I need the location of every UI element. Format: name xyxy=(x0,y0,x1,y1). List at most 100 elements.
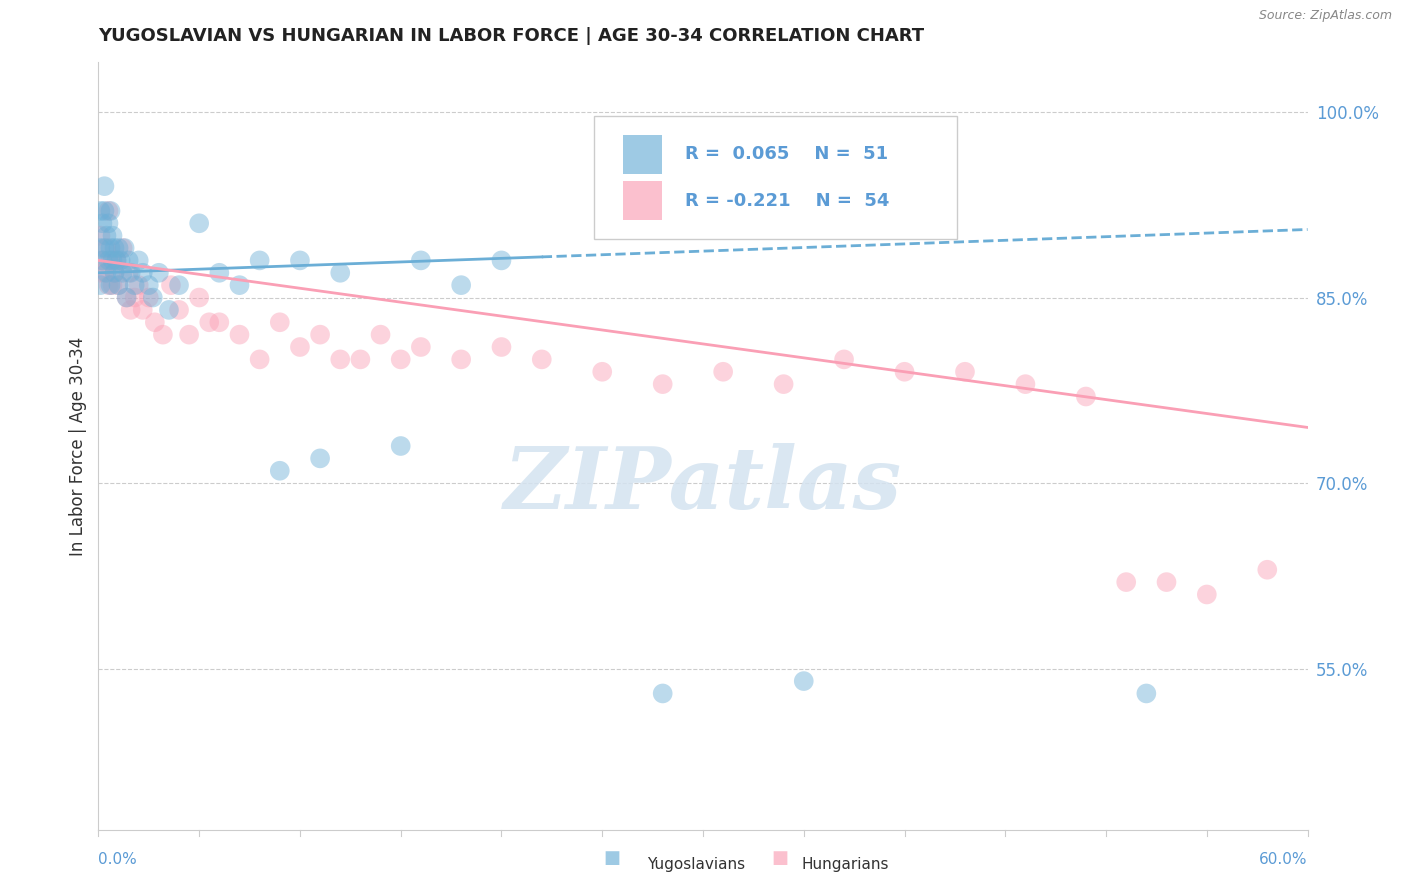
Text: Yugoslavians: Yugoslavians xyxy=(647,857,745,872)
Point xyxy=(89,228,111,243)
Point xyxy=(124,278,146,293)
Text: 0.0%: 0.0% xyxy=(98,852,138,867)
Point xyxy=(89,278,111,293)
Text: ■: ■ xyxy=(603,849,620,867)
Point xyxy=(111,241,134,255)
Point xyxy=(107,278,129,293)
Point xyxy=(107,241,129,255)
Point xyxy=(142,291,165,305)
Point xyxy=(208,315,231,329)
Point xyxy=(115,291,138,305)
Point xyxy=(143,315,166,329)
Point xyxy=(1156,575,1178,590)
Point xyxy=(100,241,122,255)
Point xyxy=(103,241,125,255)
Point xyxy=(120,266,142,280)
Point xyxy=(101,228,124,243)
Point xyxy=(96,266,118,280)
Point xyxy=(105,253,128,268)
Point xyxy=(491,253,513,268)
FancyBboxPatch shape xyxy=(623,180,662,220)
Point xyxy=(198,315,221,329)
Point xyxy=(132,266,155,280)
Point xyxy=(89,203,111,218)
Text: Source: ZipAtlas.com: Source: ZipAtlas.com xyxy=(1258,9,1392,22)
Point xyxy=(97,203,120,218)
FancyBboxPatch shape xyxy=(595,116,957,239)
Point xyxy=(114,241,136,255)
Point xyxy=(711,365,734,379)
Point xyxy=(228,327,250,342)
Point xyxy=(97,216,120,230)
Point xyxy=(591,365,613,379)
Point xyxy=(93,266,115,280)
Point xyxy=(329,352,352,367)
Point xyxy=(89,266,111,280)
Point xyxy=(450,278,472,293)
Point xyxy=(103,266,125,280)
Point xyxy=(1256,563,1278,577)
Point xyxy=(97,253,120,268)
Point xyxy=(309,327,332,342)
Text: ZIPatlas: ZIPatlas xyxy=(503,442,903,526)
Point xyxy=(128,278,150,293)
Point xyxy=(530,352,553,367)
Point xyxy=(160,278,183,293)
Point xyxy=(208,266,231,280)
Point xyxy=(269,315,291,329)
Point xyxy=(128,253,150,268)
Point xyxy=(370,327,392,342)
FancyBboxPatch shape xyxy=(623,135,662,175)
Point xyxy=(124,291,146,305)
Point xyxy=(100,203,122,218)
Point xyxy=(409,340,432,354)
Point xyxy=(288,340,311,354)
Point xyxy=(138,291,160,305)
Point xyxy=(115,291,138,305)
Point xyxy=(96,228,118,243)
Point xyxy=(91,253,114,268)
Point xyxy=(93,203,115,218)
Point xyxy=(349,352,371,367)
Point xyxy=(1074,390,1097,404)
Point xyxy=(93,241,115,255)
Point xyxy=(97,278,120,293)
Text: 60.0%: 60.0% xyxy=(1260,852,1308,867)
Point xyxy=(832,352,855,367)
Point xyxy=(91,253,114,268)
Point xyxy=(118,266,141,280)
Point xyxy=(651,686,673,700)
Text: R =  0.065    N =  51: R = 0.065 N = 51 xyxy=(685,145,889,163)
Point xyxy=(111,266,134,280)
Point xyxy=(100,253,122,268)
Point xyxy=(132,302,155,317)
Text: YUGOSLAVIAN VS HUNGARIAN IN LABOR FORCE | AGE 30-34 CORRELATION CHART: YUGOSLAVIAN VS HUNGARIAN IN LABOR FORCE … xyxy=(98,27,925,45)
Point xyxy=(389,439,412,453)
Point xyxy=(269,464,291,478)
Text: Hungarians: Hungarians xyxy=(801,857,889,872)
Point xyxy=(1014,377,1036,392)
Point xyxy=(329,266,352,280)
Point xyxy=(953,365,976,379)
Point xyxy=(1115,575,1137,590)
Point xyxy=(138,278,160,293)
Point xyxy=(793,674,815,689)
Point xyxy=(772,377,794,392)
Point xyxy=(118,253,141,268)
Point xyxy=(93,179,115,194)
Point xyxy=(389,352,412,367)
Point xyxy=(249,253,271,268)
Point xyxy=(1135,686,1157,700)
Text: ■: ■ xyxy=(772,849,789,867)
Point xyxy=(288,253,311,268)
Text: R = -0.221    N =  54: R = -0.221 N = 54 xyxy=(685,192,889,210)
Point xyxy=(1195,587,1218,601)
Point xyxy=(103,266,125,280)
Point xyxy=(96,241,118,255)
Point xyxy=(110,253,132,268)
Point xyxy=(107,278,129,293)
Point xyxy=(152,327,174,342)
Point xyxy=(120,302,142,317)
Point xyxy=(491,340,513,354)
Y-axis label: In Labor Force | Age 30-34: In Labor Force | Age 30-34 xyxy=(69,336,87,556)
